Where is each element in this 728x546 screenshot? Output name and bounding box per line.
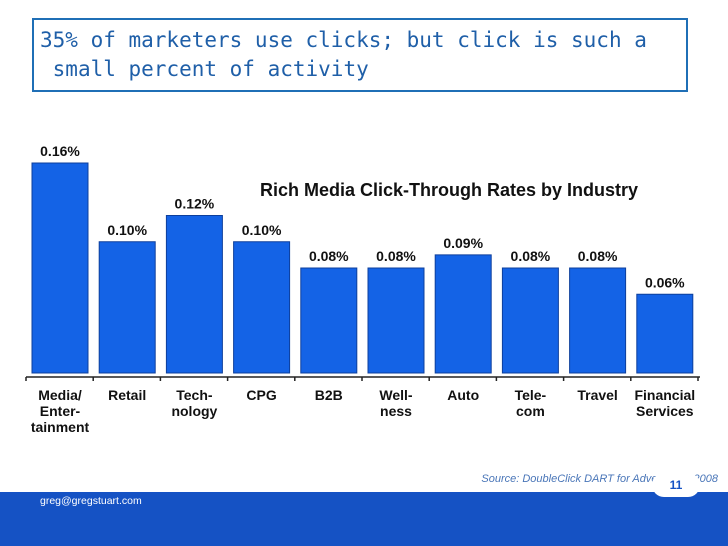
category-label: tainment [31, 419, 90, 435]
bar [569, 267, 627, 374]
category-label: Auto [447, 387, 479, 403]
category-label: Retail [108, 387, 146, 403]
bar-data-label: 0.09% [443, 235, 483, 251]
bar [98, 241, 156, 374]
category-label: nology [171, 403, 217, 419]
footer-bar [0, 492, 728, 546]
category-label: CPG [246, 387, 276, 403]
slide-title-box: 35% of marketers use clicks; but click i… [32, 18, 688, 92]
category-label: Services [636, 403, 694, 419]
confidential-label: Confidential [323, 475, 411, 492]
category-label: ness [380, 403, 412, 419]
prepared-by-name: Prepared by Greg Stuart [40, 481, 155, 493]
bar-chart: Rich Media Click-Through Rates by Indust… [25, 143, 700, 435]
prepared-by: Prepared by Greg Stuart greg@gregstuart.… [40, 480, 200, 508]
bar [501, 267, 559, 374]
bar-data-label: 0.12% [175, 196, 215, 212]
bar-data-label: 0.06% [645, 274, 685, 290]
category-label: Travel [577, 387, 617, 403]
category-label: Well- [379, 387, 413, 403]
chart-title: Rich Media Click-Through Rates by Indust… [260, 180, 638, 200]
slide-title: 35% of marketers use clicks; but click i… [40, 28, 647, 81]
category-label: Enter- [40, 403, 81, 419]
bar-data-label: 0.10% [242, 222, 282, 238]
bar [165, 215, 223, 374]
page-number: 11 [652, 473, 700, 497]
bar [31, 162, 89, 374]
bar [367, 267, 425, 374]
category-label: Media/ [38, 387, 82, 403]
category-label: Tele- [515, 387, 547, 403]
category-label: Tech- [176, 387, 213, 403]
bar-data-label: 0.10% [107, 222, 147, 238]
prepared-by-email: greg@gregstuart.com [40, 495, 142, 507]
bar [636, 293, 694, 374]
bar-data-label: 0.08% [578, 248, 618, 264]
bar-data-label: 0.08% [511, 248, 551, 264]
bar-data-label: 0.08% [376, 248, 416, 264]
category-label: B2B [315, 387, 343, 403]
bar [300, 267, 358, 374]
bar [434, 254, 492, 374]
category-label: com [516, 403, 545, 419]
bar-data-label: 0.16% [40, 143, 80, 159]
bar-data-label: 0.08% [309, 248, 349, 264]
bar [233, 241, 291, 374]
category-label: Financial [634, 387, 695, 403]
